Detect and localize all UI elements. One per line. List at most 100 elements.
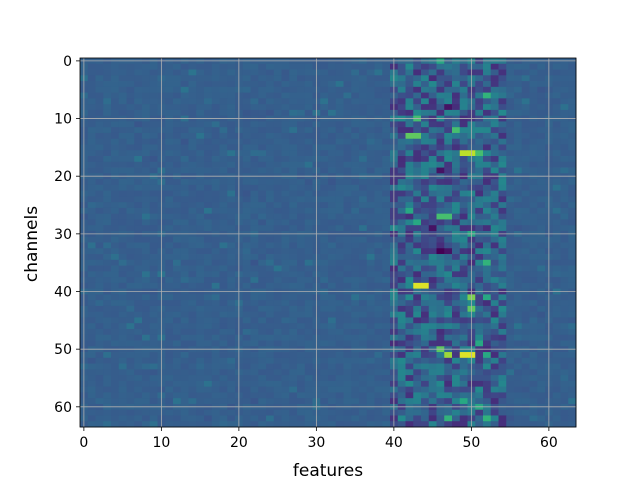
heatmap-cell	[413, 380, 422, 388]
heatmap-cell	[149, 392, 158, 399]
heatmap-cell	[250, 81, 259, 88]
heatmap-cell	[382, 121, 391, 128]
heatmap-cell	[382, 357, 391, 364]
heatmap-cell	[134, 150, 143, 157]
heatmap-cell	[227, 213, 236, 220]
heatmap-cell	[165, 340, 174, 347]
heatmap-cell	[196, 121, 205, 128]
heatmap-cell	[552, 144, 561, 151]
heatmap-cell	[421, 363, 430, 370]
heatmap-cell	[436, 179, 445, 186]
heatmap-cell	[521, 104, 530, 111]
heatmap-cell	[320, 207, 329, 215]
heatmap-cell	[165, 375, 174, 382]
heatmap-cell	[173, 300, 182, 307]
heatmap-cell	[250, 219, 259, 226]
heatmap-cell	[444, 277, 453, 284]
heatmap-cell	[95, 132, 104, 140]
heatmap-cell	[227, 375, 236, 382]
heatmap-cell	[126, 277, 135, 284]
heatmap-cell	[204, 334, 213, 341]
heatmap-cell	[211, 156, 220, 163]
heatmap-cell	[568, 161, 577, 168]
heatmap-cell	[328, 363, 337, 370]
heatmap-cell	[529, 259, 538, 266]
heatmap-cell	[297, 138, 306, 145]
heatmap-cell	[351, 398, 360, 405]
heatmap-cell	[475, 138, 484, 145]
heatmap-cell	[351, 190, 360, 197]
heatmap-cell	[421, 75, 430, 82]
heatmap-cell	[227, 259, 236, 266]
heatmap-cell	[521, 190, 530, 197]
heatmap-cell	[304, 202, 313, 209]
heatmap-cell	[428, 369, 437, 376]
heatmap-cell	[95, 150, 104, 157]
heatmap-cell	[118, 363, 127, 370]
heatmap-cell	[211, 334, 220, 341]
heatmap-cell	[242, 202, 251, 209]
heatmap-cell	[483, 138, 492, 145]
heatmap-cell	[320, 63, 329, 70]
heatmap-cell	[87, 311, 96, 318]
heatmap-cell	[359, 386, 368, 393]
heatmap-cell	[219, 409, 228, 416]
heatmap-cell	[87, 294, 96, 301]
heatmap-cell	[521, 317, 530, 324]
heatmap-cell	[188, 138, 197, 145]
heatmap-cell	[397, 300, 406, 307]
heatmap-cell	[452, 323, 461, 330]
heatmap-cell	[273, 69, 282, 76]
heatmap-cell	[382, 92, 391, 99]
heatmap-cell	[374, 138, 383, 145]
heatmap-cell	[529, 207, 538, 215]
heatmap-cell	[359, 277, 368, 284]
heatmap-cell	[250, 156, 259, 163]
heatmap-cell	[459, 363, 468, 370]
heatmap-cell	[506, 380, 515, 388]
heatmap-cell	[560, 357, 569, 364]
heatmap-cell	[281, 409, 290, 416]
heatmap-cell	[165, 179, 174, 186]
heatmap-cell	[242, 375, 251, 382]
heatmap-cell	[134, 167, 143, 174]
heatmap-cell	[428, 265, 437, 272]
heatmap-cell	[126, 340, 135, 347]
heatmap-cell	[266, 352, 275, 359]
heatmap-cell	[149, 86, 158, 93]
heatmap-cell	[196, 415, 205, 422]
heatmap-cell	[483, 311, 492, 318]
heatmap-cell	[498, 98, 507, 105]
heatmap-cell	[188, 271, 197, 278]
heatmap-cell	[552, 219, 561, 226]
heatmap-cell	[374, 156, 383, 163]
heatmap-cell	[242, 190, 251, 197]
heatmap-cell	[343, 300, 352, 307]
heatmap-cell	[343, 92, 352, 99]
heatmap-cell	[498, 225, 507, 232]
heatmap-cell	[111, 328, 120, 336]
heatmap-cell	[304, 317, 313, 324]
heatmap-cell	[242, 300, 251, 307]
heatmap-cell	[452, 81, 461, 88]
heatmap-cell	[335, 415, 344, 422]
heatmap-cell	[382, 144, 391, 151]
heatmap-cell	[351, 317, 360, 324]
heatmap-cell	[459, 190, 468, 197]
heatmap-cell	[421, 156, 430, 163]
heatmap-cell	[436, 305, 445, 313]
heatmap-cell	[111, 213, 120, 220]
heatmap-cell	[521, 63, 530, 70]
heatmap-cell	[320, 219, 329, 226]
heatmap-cell	[204, 190, 213, 197]
heatmap-cell	[498, 156, 507, 163]
heatmap-cell	[351, 323, 360, 330]
heatmap-cell	[289, 340, 298, 347]
heatmap-cell	[126, 323, 135, 330]
heatmap-cell	[87, 150, 96, 157]
heatmap-cell	[211, 392, 220, 399]
heatmap-cell	[490, 196, 499, 203]
heatmap-cell	[250, 334, 259, 341]
heatmap-cell	[87, 305, 96, 313]
heatmap-cell	[250, 369, 259, 376]
